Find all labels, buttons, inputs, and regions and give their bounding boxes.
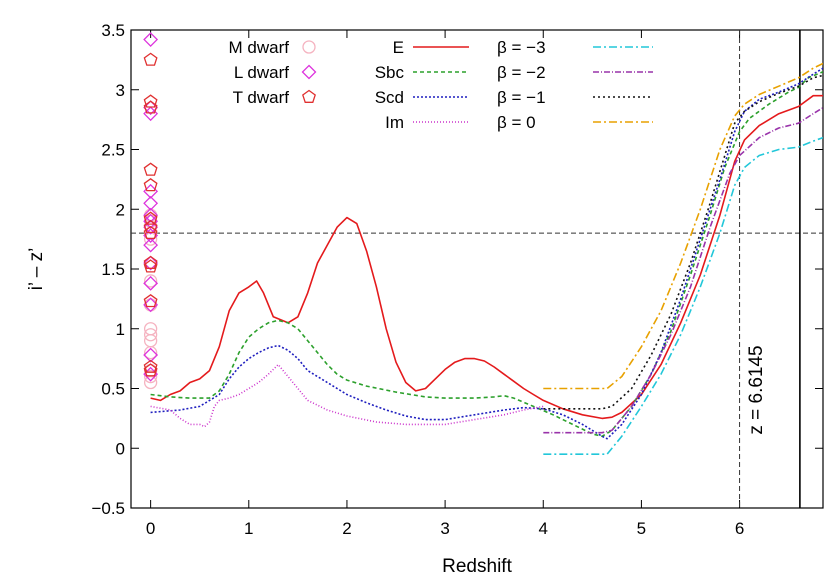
x-tick-label: 5: [637, 519, 646, 538]
legend-label: β = −1: [497, 88, 546, 107]
pentagon-marker: [143, 52, 158, 66]
x-tick-label: 6: [735, 519, 744, 538]
series-line-7: [543, 62, 823, 390]
series-line-3: [150, 363, 544, 428]
series-line-6: [543, 74, 823, 410]
series-line-5: [543, 107, 823, 434]
y-tick-label: 1: [116, 320, 125, 339]
x-tick-label: 0: [146, 519, 155, 538]
legend-label: Scd: [375, 88, 404, 107]
legend-label: β = −2: [497, 63, 546, 82]
diamond-marker: [143, 275, 159, 291]
legend-label: Im: [385, 113, 404, 132]
x-tick-label: 4: [539, 519, 548, 538]
diamond-marker: [143, 297, 159, 313]
pentagon-marker: [143, 259, 158, 273]
series-lines: [150, 62, 823, 455]
y-tick-label: 3.5: [101, 21, 125, 40]
legend-marker: [302, 40, 316, 54]
y-tick-label: 0.5: [101, 380, 125, 399]
circle-marker: [143, 274, 158, 288]
legend-label: L dwarf: [234, 63, 289, 82]
x-tick-label: 1: [244, 519, 253, 538]
pentagon-marker: [143, 100, 158, 114]
legend-label: β = −3: [497, 38, 546, 57]
y-tick-label: 2: [116, 200, 125, 219]
x-axis-label: Redshift: [442, 556, 512, 577]
legend-marker: [302, 89, 316, 103]
dwarf-markers: [143, 32, 159, 390]
legend-label: E: [393, 38, 404, 57]
circle-marker: [143, 322, 158, 336]
diamond-marker: [143, 237, 159, 253]
pentagon-marker: [143, 225, 158, 240]
y-tick-label: 0: [116, 439, 125, 458]
circle-marker: [143, 328, 158, 342]
legend-label: T dwarf: [233, 88, 290, 107]
pentagon-marker: [143, 363, 158, 377]
axis-ticks: 0 1 2 3 4 5 6 −0.5 0 0.5 1 1.5 2 2.5 3 3.5: [91, 21, 823, 538]
pentagon-marker: [143, 219, 158, 234]
legend-label: M dwarf: [229, 38, 290, 57]
pentagon-marker: [143, 293, 158, 308]
diamond-marker: [143, 228, 159, 243]
y-axis-label: i’ – z’: [26, 248, 47, 291]
diamond-marker: [143, 255, 159, 271]
diamond-marker: [143, 213, 159, 229]
y-tick-label: 3: [116, 81, 125, 100]
diamond-marker: [143, 207, 159, 223]
legend-label: Sbc: [375, 63, 405, 82]
legend-marker: [301, 64, 317, 80]
circle-marker: [143, 369, 158, 384]
legend-label: β = 0: [497, 113, 536, 132]
pentagon-marker: [143, 255, 158, 269]
pentagon-marker: [143, 177, 158, 192]
pentagon-marker: [143, 359, 158, 373]
series-line-4: [543, 136, 823, 455]
x-tick-label: 3: [440, 519, 449, 538]
series-line-2: [150, 67, 823, 440]
diamond-marker: [143, 195, 159, 211]
diamond-marker: [143, 32, 159, 47]
legend: M dwarf L dwarf T dwarf E Sbc Scd Im β = −3 β = …: [229, 38, 653, 132]
pentagon-marker: [143, 94, 158, 108]
vline-label: z = 6.6145: [746, 345, 767, 434]
y-tick-label: 2.5: [101, 141, 125, 160]
pentagon-marker: [143, 162, 158, 176]
series-line-1: [150, 71, 823, 438]
y-tick-label: 1.5: [101, 260, 125, 279]
diamond-marker: [143, 219, 159, 235]
y-tick-label: −0.5: [91, 499, 125, 518]
diamond-marker: [143, 347, 159, 363]
series-line-0: [150, 94, 823, 420]
x-tick-label: 2: [342, 519, 351, 538]
pentagon-marker: [143, 211, 158, 225]
